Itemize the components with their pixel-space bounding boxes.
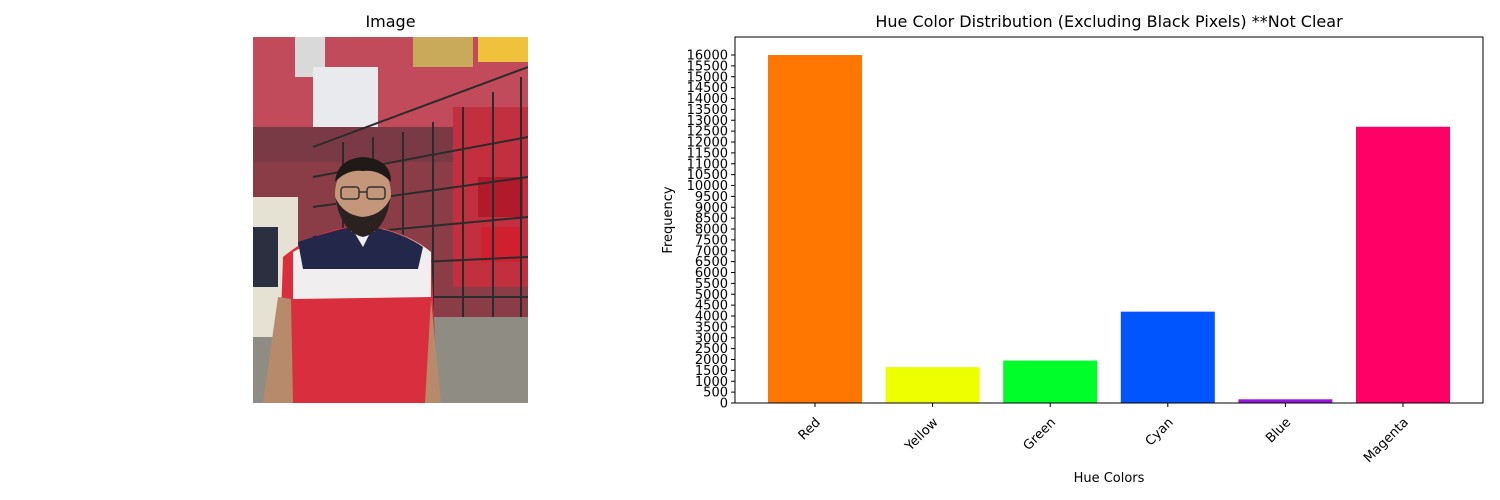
bar-red [768, 55, 862, 403]
photo-illustration [253, 37, 528, 403]
bars-layer [768, 55, 1450, 404]
y-tick-label: 11000 [687, 157, 728, 172]
y-tick-label: 12000 [687, 136, 728, 151]
y-tick-label: 15500 [687, 59, 728, 74]
y-tick-label: 6500 [695, 255, 728, 270]
y-tick-label: 6000 [695, 266, 728, 281]
y-tick-label: 14000 [687, 92, 728, 107]
x-tick-label-red: Red [796, 415, 824, 443]
y-tick-label: 4500 [695, 299, 728, 314]
y-tick-label: 13500 [687, 103, 728, 118]
plot-frame [734, 36, 1484, 404]
bar-cyan [1120, 311, 1215, 403]
photo-image [253, 37, 528, 403]
y-tick-label: 8000 [695, 223, 728, 238]
bar-green [1003, 360, 1098, 403]
y-tick-label: 1000 [695, 375, 728, 390]
y-tick-label: 15000 [687, 70, 728, 85]
y-tick-label: 5000 [695, 288, 728, 303]
x-tick-label-blue: Blue [1263, 415, 1294, 446]
bar-blue [1238, 399, 1333, 403]
y-tick-label: 9500 [695, 190, 728, 205]
y-tick-label: 14500 [687, 81, 728, 96]
y-tick-label: 2500 [695, 342, 728, 357]
y-tick-label: 0 [720, 397, 728, 412]
y-tick-label: 13000 [687, 114, 728, 129]
y-tick-label: 7500 [695, 233, 728, 248]
x-axis-ticks: Red Yellow Green Cyan Blue Magenta [796, 403, 1412, 466]
y-tick-label: 2000 [695, 353, 728, 368]
y-tick-label: 9000 [695, 201, 728, 216]
y-tick-label: 4000 [695, 310, 728, 325]
y-tick-label: 10000 [687, 179, 728, 194]
x-tick-label-magenta: Magenta [1361, 415, 1412, 466]
x-tick-label-green: Green [1021, 415, 1059, 453]
y-tick-label: 10500 [687, 168, 728, 183]
y-tick-label: 3500 [695, 320, 728, 335]
y-tick-label: 16000 [687, 49, 728, 64]
y-tick-label: 11500 [687, 146, 728, 161]
y-tick-label: 500 [703, 386, 728, 401]
y-tick-label: 5500 [695, 277, 728, 292]
y-tick-label: 1500 [695, 364, 728, 379]
y-axis-label: Frequency [661, 186, 676, 253]
y-tick-label: 7000 [695, 244, 728, 259]
bar-yellow [885, 367, 980, 403]
bar-magenta [1356, 126, 1450, 404]
y-tick-label: 8500 [695, 212, 728, 227]
y-tick-label: 12500 [687, 125, 728, 140]
y-axis-ticks: 0500100015002000250030003500400045005000… [687, 49, 735, 412]
x-tick-label-cyan: Cyan [1143, 415, 1177, 449]
chart-title: Hue Color Distribution (Excluding Black … [875, 12, 1343, 31]
x-axis-label: Hue Colors [1074, 471, 1145, 486]
y-tick-label: 3000 [695, 331, 728, 346]
image-panel-title: Image [365, 12, 416, 31]
x-tick-label-yellow: Yellow [902, 415, 942, 455]
